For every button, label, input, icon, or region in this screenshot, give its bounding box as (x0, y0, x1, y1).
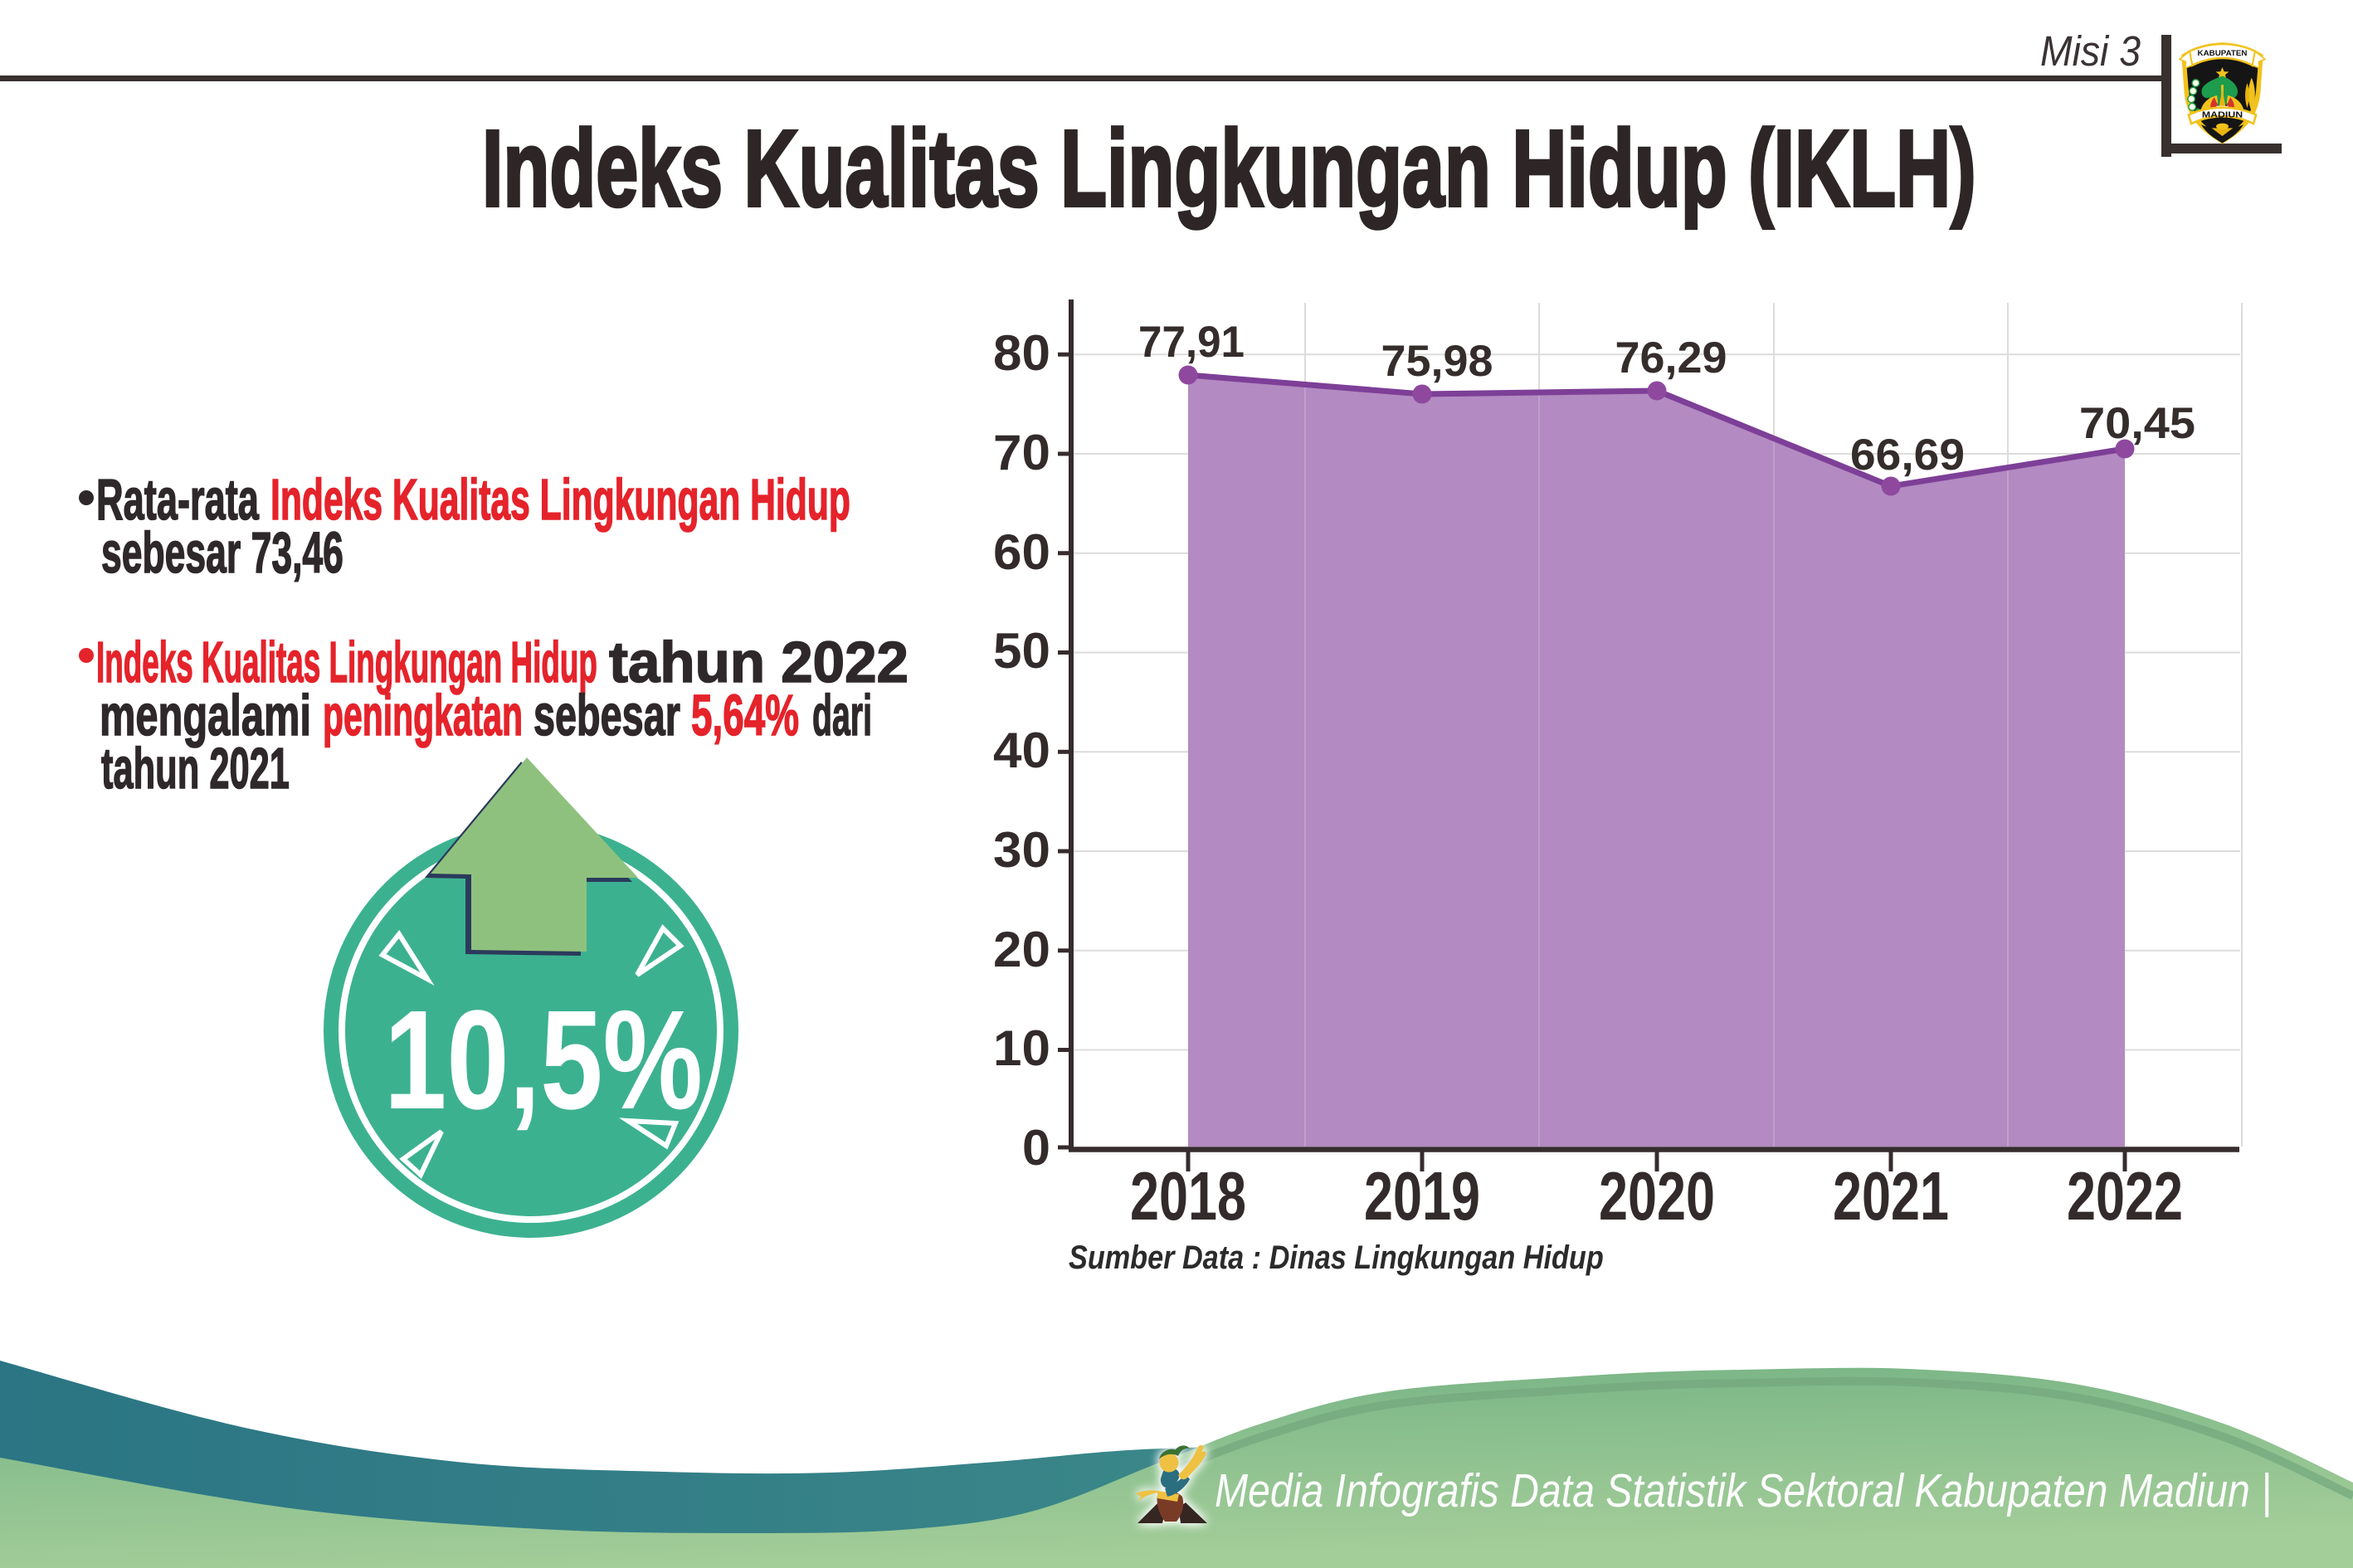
svg-text:Misi 3: Misi 3 (2040, 28, 2141, 75)
svg-text:Media Infografis Data Statisti: Media Infografis Data Statistik Sektoral… (1215, 1464, 2272, 1517)
svg-text:70: 70 (993, 425, 1050, 480)
svg-text:2019: 2019 (1364, 1157, 1480, 1234)
svg-text:75,98: 75,98 (1381, 337, 1493, 385)
svg-text:10: 10 (993, 1020, 1050, 1076)
svg-text:77,91: 77,91 (1138, 318, 1245, 367)
svg-text:2018: 2018 (1130, 1157, 1246, 1234)
svg-text:KABUPATEN: KABUPATEN (2198, 49, 2248, 58)
svg-text:mengalami: mengalami (100, 682, 311, 747)
svg-text:Sumber Data : Dinas Lingkungan: Sumber Data : Dinas Lingkungan Hidup (1069, 1238, 1604, 1275)
svg-text:sebesar 73,46: sebesar 73,46 (101, 521, 343, 586)
svg-text:66,69: 66,69 (1850, 431, 1965, 480)
svg-text:Indeks Kualitas Lingkungan Hid: Indeks Kualitas Lingkungan Hidup (IKLH) (482, 108, 1976, 229)
svg-text:0: 0 (1022, 1120, 1050, 1176)
svg-text:2021: 2021 (1833, 1157, 1949, 1234)
svg-text:Rata-rata: Rata-rata (96, 468, 260, 532)
svg-text:tahun 2021: tahun 2021 (101, 737, 290, 801)
svg-text:80: 80 (993, 325, 1050, 381)
svg-text:MADIUN: MADIUN (2202, 111, 2243, 120)
svg-text:peningkatan: peningkatan (323, 684, 523, 748)
svg-text:76,29: 76,29 (1615, 334, 1727, 382)
svg-text:5,64%: 5,64% (691, 682, 799, 747)
svg-text:sebesar: sebesar (533, 683, 680, 748)
svg-text:20: 20 (993, 922, 1050, 977)
svg-text:2022: 2022 (2067, 1157, 2183, 1234)
svg-text:dari: dari (812, 684, 872, 748)
svg-text:Indeks Kualitas Lingkungan Hid: Indeks Kualitas Lingkungan Hidup (96, 629, 597, 694)
svg-text:60: 60 (993, 524, 1050, 580)
svg-text:30: 30 (993, 822, 1050, 878)
svg-text:2020: 2020 (1599, 1157, 1715, 1234)
svg-text:70,45: 70,45 (2079, 398, 2195, 447)
svg-text:10,5%: 10,5% (384, 981, 703, 1138)
svg-text:40: 40 (993, 723, 1050, 778)
svg-text:Indeks Kualitas Lingkungan Hid: Indeks Kualitas Lingkungan Hidup (270, 468, 850, 532)
svg-text:tahun 2022: tahun 2022 (609, 630, 909, 695)
svg-text:50: 50 (993, 623, 1050, 679)
